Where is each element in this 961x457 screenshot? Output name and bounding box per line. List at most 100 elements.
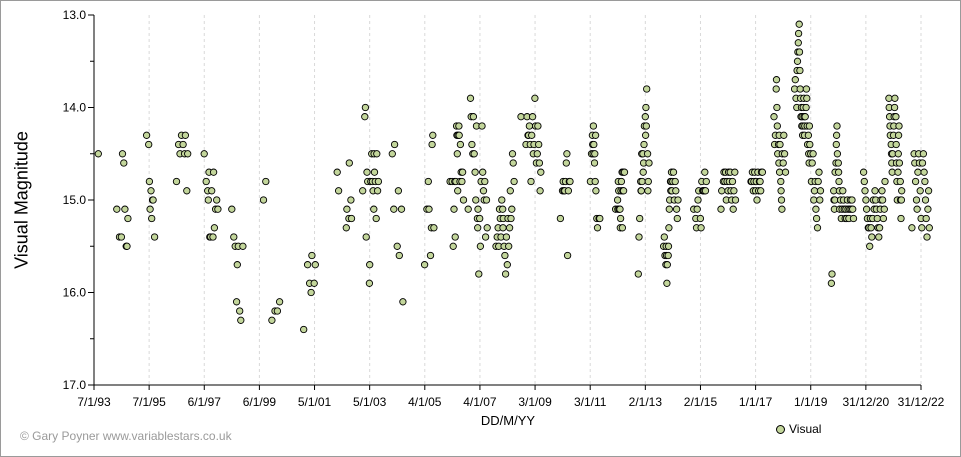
data-point xyxy=(475,270,483,278)
data-point xyxy=(795,20,803,28)
data-point xyxy=(663,261,671,269)
data-point xyxy=(455,122,463,130)
data-point xyxy=(806,140,814,149)
data-point xyxy=(479,168,487,176)
data-point xyxy=(619,187,628,195)
data-point xyxy=(918,224,926,232)
x-tick-label: 6/1/99 xyxy=(243,395,277,409)
data-point xyxy=(796,85,804,93)
data-point xyxy=(307,288,315,297)
data-point xyxy=(616,205,624,213)
data-point xyxy=(449,242,457,250)
data-point xyxy=(505,242,513,250)
x-tick-label: 5/1/01 xyxy=(298,395,332,409)
x-tick-label: 7/1/93 xyxy=(77,395,111,409)
data-point xyxy=(660,233,668,241)
data-point xyxy=(814,177,822,186)
x-tick-label: 2/1/13 xyxy=(629,395,663,409)
data-point xyxy=(393,242,401,250)
data-point xyxy=(772,76,781,84)
data-point xyxy=(426,251,435,260)
data-point xyxy=(239,242,247,250)
data-point xyxy=(894,131,903,139)
data-point xyxy=(868,233,876,241)
data-point xyxy=(776,140,784,149)
data-point xyxy=(451,233,459,241)
data-point xyxy=(794,29,803,38)
data-point xyxy=(481,177,489,186)
data-point xyxy=(228,205,236,213)
data-point xyxy=(509,159,517,167)
data-point xyxy=(564,187,573,195)
data-point xyxy=(424,177,432,186)
data-point xyxy=(918,159,927,167)
data-point xyxy=(895,159,904,167)
data-point xyxy=(590,140,598,149)
data-point xyxy=(372,214,380,223)
data-point xyxy=(517,113,525,121)
data-point xyxy=(696,214,705,223)
data-point xyxy=(894,168,902,176)
data-point xyxy=(925,224,933,232)
data-point xyxy=(816,187,825,195)
data-point xyxy=(275,298,284,306)
data-point xyxy=(476,242,485,250)
data-point xyxy=(639,168,647,176)
data-point xyxy=(428,140,436,149)
data-point xyxy=(773,122,781,130)
data-point xyxy=(363,168,371,176)
data-point xyxy=(880,205,888,213)
data-point xyxy=(794,39,802,47)
data-point xyxy=(919,150,928,158)
data-point xyxy=(916,187,924,195)
data-point xyxy=(478,122,486,130)
data-point xyxy=(878,187,886,195)
data-point xyxy=(232,298,241,306)
data-point xyxy=(637,187,645,195)
data-point xyxy=(911,177,920,186)
data-point xyxy=(812,214,821,223)
data-point xyxy=(311,261,319,269)
data-point xyxy=(471,168,479,176)
data-point xyxy=(334,187,343,195)
data-point xyxy=(145,177,154,186)
data-point xyxy=(373,187,382,195)
data-point xyxy=(388,150,396,158)
data-point xyxy=(701,187,710,195)
data-point xyxy=(833,122,841,130)
y-tick-label: 15.0 xyxy=(63,193,87,207)
data-point xyxy=(262,177,270,186)
x-tick-label: 7/1/95 xyxy=(132,395,166,409)
data-point xyxy=(641,131,650,139)
data-point xyxy=(456,140,465,149)
data-point xyxy=(390,140,399,149)
data-point xyxy=(450,205,458,213)
data-point xyxy=(641,113,649,121)
data-point xyxy=(459,196,468,204)
data-point xyxy=(525,122,534,130)
data-point xyxy=(701,168,709,176)
data-point xyxy=(120,159,128,167)
data-point xyxy=(527,177,535,186)
y-tick-label: 16.0 xyxy=(63,286,87,300)
data-point xyxy=(481,233,490,241)
data-point xyxy=(273,307,282,315)
data-point xyxy=(121,205,129,213)
y-tick-label: 17.0 xyxy=(63,378,87,392)
data-point xyxy=(780,131,788,139)
data-point xyxy=(233,261,241,269)
data-point xyxy=(804,131,813,139)
data-point xyxy=(333,168,341,176)
data-point xyxy=(832,131,841,139)
data-point xyxy=(503,261,511,269)
data-point xyxy=(718,187,726,195)
data-point xyxy=(214,205,222,213)
data-point xyxy=(361,103,370,112)
data-point xyxy=(499,205,507,213)
data-point xyxy=(664,251,672,260)
data-point xyxy=(397,205,406,213)
data-point xyxy=(507,214,515,223)
data-point xyxy=(777,196,786,204)
data-point xyxy=(642,122,650,130)
